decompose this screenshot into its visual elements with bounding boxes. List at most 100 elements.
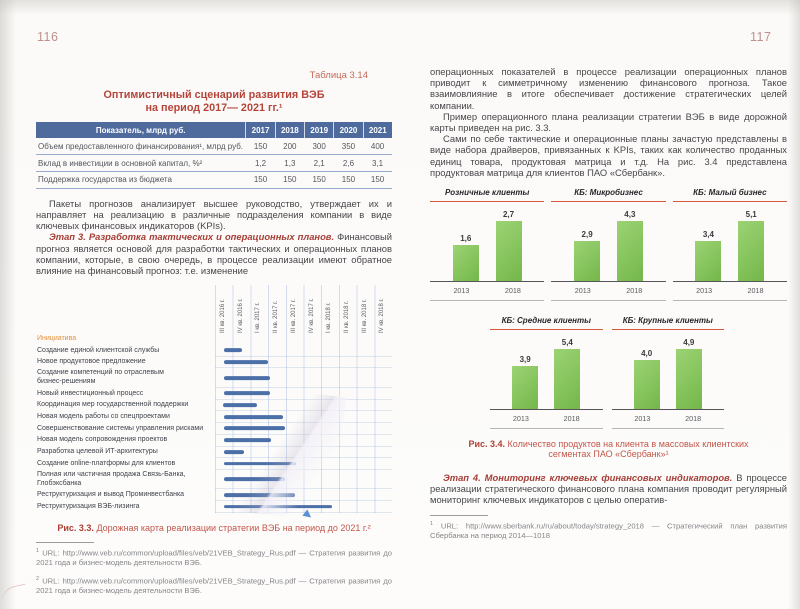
gantt-row-track [215,411,392,424]
gantt-row-track [215,368,392,389]
footnote-1-marker: 1 [36,547,40,554]
gantt-row: Новая модель сопровождения проектов [36,435,392,447]
chart-row-2: КБ: Средние клиенты 3,9 5,4 2013 2018 КБ: Кру… [490,316,725,430]
gantt-row-track [215,489,392,502]
gantt-bar [223,348,243,353]
gantt-bar [223,375,270,380]
bar-value-label: 5,1 [745,210,757,220]
footnote-1-right: 1 URL: http://www.sberbank.ru/ru/about/t… [430,520,787,540]
x-axis-labels: 2013 2018 [551,286,665,295]
table-title: Оптимистичный сценарий развития ВЭБ на п… [103,89,325,115]
x-axis-line [611,409,724,411]
row-value: 150 [304,171,334,189]
bar-chart: КБ: Малый бизнес 3,4 5,1 2013 2018 [672,188,787,302]
bar [574,241,601,282]
row-value: 3,1 [363,154,392,172]
row-indicator-label: Объем предоставленного финансирования¹, … [36,138,246,156]
paragraph-tactical-plans: Сами по себе тактические и операционные … [430,133,787,178]
bar-chart: КБ: Крупные клиенты 4,0 4,9 2013 2018 [611,316,725,430]
row-value: 300 [304,138,334,156]
gantt-row: Создание единой клиентской службы [36,345,392,357]
row-value: 150 [363,171,392,189]
gantt-bar [223,391,270,396]
gantt-quarter-label: IV кв. 2016 г. [237,298,244,334]
bar-chart-plot: 2,9 4,3 [551,202,665,282]
row-value: 2,6 [333,154,364,172]
figure-3-3-caption: Рис. 3.3. Дорожная карта реализации стра… [36,523,392,533]
gantt-row: Новая модель работы со спецпроектами [36,411,392,424]
table-row: Объем предоставленного финансирования¹, … [36,138,392,156]
bar [554,349,581,410]
gantt-quarter-label: II кв. 2017 г. [273,300,280,334]
bar-chart-title: КБ: Малый бизнес [672,188,787,203]
gantt-row: Координация мер государственной поддержк… [36,400,392,412]
figure-3-3-caption-number: Рис. 3.3. [57,522,94,533]
photo-left-edge-shadow [0,0,16,609]
photo-right-edge-shadow [788,0,800,609]
header-2018: 2018 [274,122,305,139]
figure-3-3-caption-text: Дорожная карта реализации стратегии ВЭБ … [93,522,371,533]
year-tick-label: 2018 [626,286,643,296]
year-tick-label: 2018 [563,414,580,424]
gantt-initiative-label: Инициатива [37,335,77,343]
bar-chart-plot: 3,4 5,1 [673,202,787,282]
bar [675,349,702,410]
scenario-table-header: Показатель, млрд руб. 2017 2018 2019 202… [36,122,392,139]
scenario-table-body: Объем предоставленного финансирования¹, … [36,138,392,189]
bar-group: 1,6 [452,234,479,282]
gantt-row-label: Координация мер государственной поддержк… [37,401,189,409]
chart-bottom-rule [551,300,666,302]
gantt-row: Реструктуризация ВЭБ-лизинга [36,501,392,513]
bar [495,221,522,282]
gantt-row: Реструктуризация и вывод Проминвестбанка [36,489,392,502]
footnote-rule-left [36,541,94,543]
row-value: 400 [363,138,392,156]
figure-3-4-caption-number: Рис. 3.4. [468,439,506,450]
gantt-row-track [215,400,392,412]
bar-chart-plot: 1,6 2,7 [430,202,544,282]
gantt-bar [223,492,295,497]
gantt-row-label: Полная или частичная продажа Связь-Банка… [37,470,186,487]
x-axis-labels: 2013 2018 [490,414,603,423]
gantt-row-label: Создание единой клиентской службы [37,346,160,354]
gantt-row-track [215,357,392,369]
gantt-row: Полная или частичная продажа Связь-Банка… [36,470,392,490]
gantt-row-label: Новая модель сопровождения проектов [37,436,168,444]
row-value: 1,3 [275,154,305,172]
bar-chart-plot: 3,9 5,4 [490,330,603,410]
gantt-quarter-label: IV кв. 2017 г. [308,298,315,334]
x-axis-labels: 2013 2018 [612,414,725,423]
row-indicator-label: Вклад в инвестиции в основной капитал, %… [36,154,246,172]
gantt-quarter-label: I кв. 2017 г. [255,302,262,334]
gantt-row-track [215,447,392,459]
row-value: 350 [333,138,364,156]
gantt-row: Совершенствование системы управления рис… [36,423,392,435]
bar-group: 2,7 [495,210,522,282]
bar [452,245,479,282]
gantt-quarter-label: III кв. 2016 г. [220,299,226,334]
paragraph-operational-indicators: операционных показателей в процессе реал… [430,66,787,111]
row-indicator-label: Поддержка государства из бюджета [36,171,246,189]
gantt-row-track [215,388,392,400]
footnote-1-left: 1 URL: http://www.veb.ru/common/upload/f… [36,547,392,567]
gantt-quarter-label: IV кв. 2018 г. [379,298,386,334]
gantt-quarter-label: III кв. 2018 г. [361,299,368,334]
bar-value-label: 4,0 [641,349,653,359]
table-row: Поддержка государства из бюджета 150 150 15… [36,171,392,189]
year-tick-label: 2018 [685,414,702,424]
bar [616,221,643,282]
row-value: 150 [245,171,276,189]
bar-chart-title: КБ: Микробизнес [551,188,666,203]
footnote-right-text: URL: http://www.sberbank.ru/ru/about/tod… [430,521,787,540]
row-value: 150 [245,138,276,156]
gantt-row-label: Новый инвестиционный процесс [37,389,144,397]
gantt-bar [222,403,257,408]
footnote-rule-right [430,514,488,516]
x-axis-line [672,281,787,283]
x-axis-labels: 2013 2018 [673,286,787,295]
year-tick-label: 2013 [512,414,529,424]
bar-group: 3,4 [695,230,722,282]
stage-4-lead: Этап 4. Мониторинг ключевых финансовых и… [443,472,733,484]
bar-group: 3,9 [512,355,539,410]
